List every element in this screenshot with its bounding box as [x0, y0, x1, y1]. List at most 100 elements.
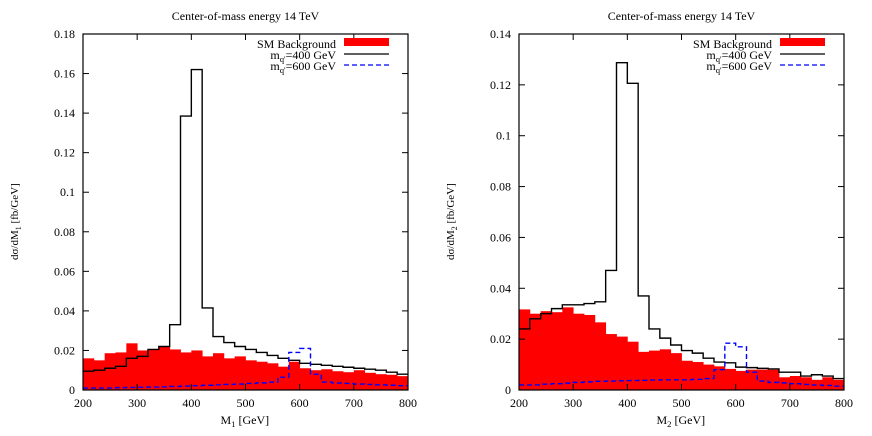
sm-background-bar [202, 356, 214, 390]
sm-background-bar [180, 352, 192, 390]
sm-background-bar [321, 369, 333, 390]
y-tick-label: 0.12 [54, 146, 75, 160]
x-tick-label: 500 [673, 396, 691, 410]
y-axis-label: dσ/dM2 [fb/GeV] [445, 183, 459, 260]
signal-600-gev-line [519, 342, 844, 387]
signal-400-gev-line [519, 62, 844, 380]
sm-background-bar [670, 353, 682, 390]
x-tick-label: 800 [399, 396, 417, 410]
sm-background-bar [605, 334, 617, 390]
chart-title: Center-of-mass energy 14 TeV [608, 9, 756, 23]
legend-label: mq'=400 GeV [706, 48, 772, 64]
y-tick-label: 0.12 [490, 78, 511, 92]
signal-600-gev-line [83, 347, 408, 389]
y-tick-label: 0.1 [496, 129, 511, 143]
sm-background-bar [540, 311, 552, 390]
sm-background-bar [332, 371, 344, 390]
x-tick-label: 500 [237, 396, 255, 410]
x-tick-label: 800 [835, 396, 853, 410]
y-tick-label: 0.14 [54, 106, 75, 120]
x-tick-label: 200 [510, 396, 528, 410]
y-tick-label: 0.18 [54, 27, 75, 41]
sm-background-bar [659, 349, 672, 390]
sm-background-bar [562, 307, 574, 390]
sm-background-bar [386, 374, 398, 390]
sm-background-bar [768, 369, 780, 390]
sm-background-bar [126, 343, 138, 390]
sm-background-bar [83, 358, 95, 390]
sm-background-bar [245, 360, 257, 390]
sm-background-bar [649, 350, 661, 390]
x-axis-label: M1 [GeV] [221, 413, 270, 429]
sm-background-bar [169, 349, 181, 390]
sm-background-bar [757, 369, 769, 390]
sm-background-bar [191, 350, 203, 390]
sm-background-bar [256, 361, 268, 390]
y-axis-label: dσ/dM1 [fb/GeV] [9, 183, 23, 260]
y-tick-label: 0 [69, 383, 75, 397]
y-tick-label: 0.08 [54, 225, 75, 239]
x-tick-label: 600 [727, 396, 745, 410]
sm-background-bar [310, 370, 322, 390]
y-tick-label: 0.08 [490, 180, 511, 194]
sm-background-bar [594, 322, 607, 390]
chart-title: Center-of-mass energy 14 TeV [172, 9, 320, 23]
y-tick-label: 0.06 [490, 230, 511, 244]
sm-background-bar [822, 377, 834, 390]
legend-label: mq'=600 GeV [270, 59, 336, 75]
y-tick-label: 0.16 [54, 67, 75, 81]
x-tick-label: 300 [128, 396, 146, 410]
chart-1: 200 300 400 500 600 700 800 0 0.02 0.04 0.06 0.08 0.… [9, 9, 417, 429]
sm-background-bar [267, 363, 279, 390]
sm-background-bar [364, 372, 376, 390]
y-tick-label: 0.04 [490, 281, 511, 295]
sm-background-bar [158, 346, 171, 390]
sm-background-bar [375, 374, 387, 390]
sm-background-bar [213, 353, 225, 390]
sm-background-bar [148, 349, 160, 390]
sm-background-bar [529, 313, 542, 390]
sm-background-bar [779, 377, 791, 390]
y-tick-label: 0 [505, 383, 511, 397]
sm-background-bar [681, 360, 693, 390]
signal-400-gev-line [83, 68, 408, 375]
legend-label: mq'=400 GeV [270, 48, 336, 64]
sm-background-bar [811, 379, 823, 390]
sm-background-bar [789, 376, 802, 390]
sm-background-bar [692, 362, 704, 390]
x-tick-label: 400 [182, 396, 200, 410]
sm-background-bar [551, 312, 563, 390]
sm-background-bar [397, 376, 409, 390]
x-tick-label: 300 [564, 396, 582, 410]
chart-2: 200 300 400 500 600 700 800 0 0.02 0.04 0.06 0.08 0.… [445, 9, 853, 429]
y-tick-label: 0.02 [54, 343, 75, 357]
sm-background-bar [223, 358, 236, 390]
sm-background-bar [278, 366, 290, 390]
legend-label: mq'=600 GeV [706, 59, 772, 75]
legend-swatch-fill [344, 38, 389, 46]
sm-background-bar [104, 353, 116, 390]
sm-background-bar [137, 350, 149, 390]
sm-background-bar [800, 377, 812, 390]
legend-swatch-fill [780, 38, 825, 46]
sm-background-bar [735, 370, 747, 390]
sm-background-bar [299, 368, 311, 390]
sm-background-bar [288, 361, 301, 390]
y-tick-label: 0.02 [490, 332, 511, 346]
sm-background-bar [343, 372, 355, 390]
sm-background-bar [584, 314, 596, 390]
x-tick-label: 400 [618, 396, 636, 410]
sm-background-bar [234, 356, 246, 390]
sm-background-bar [616, 336, 628, 390]
sm-background-bar [353, 370, 366, 390]
plot-frame [82, 33, 409, 391]
sm-background-bar [627, 341, 639, 390]
y-tick-label: 0.1 [60, 185, 75, 199]
sm-background-bar [833, 379, 845, 390]
sm-background-bar [573, 313, 585, 390]
x-tick-label: 700 [345, 396, 363, 410]
x-tick-label: 200 [74, 396, 92, 410]
